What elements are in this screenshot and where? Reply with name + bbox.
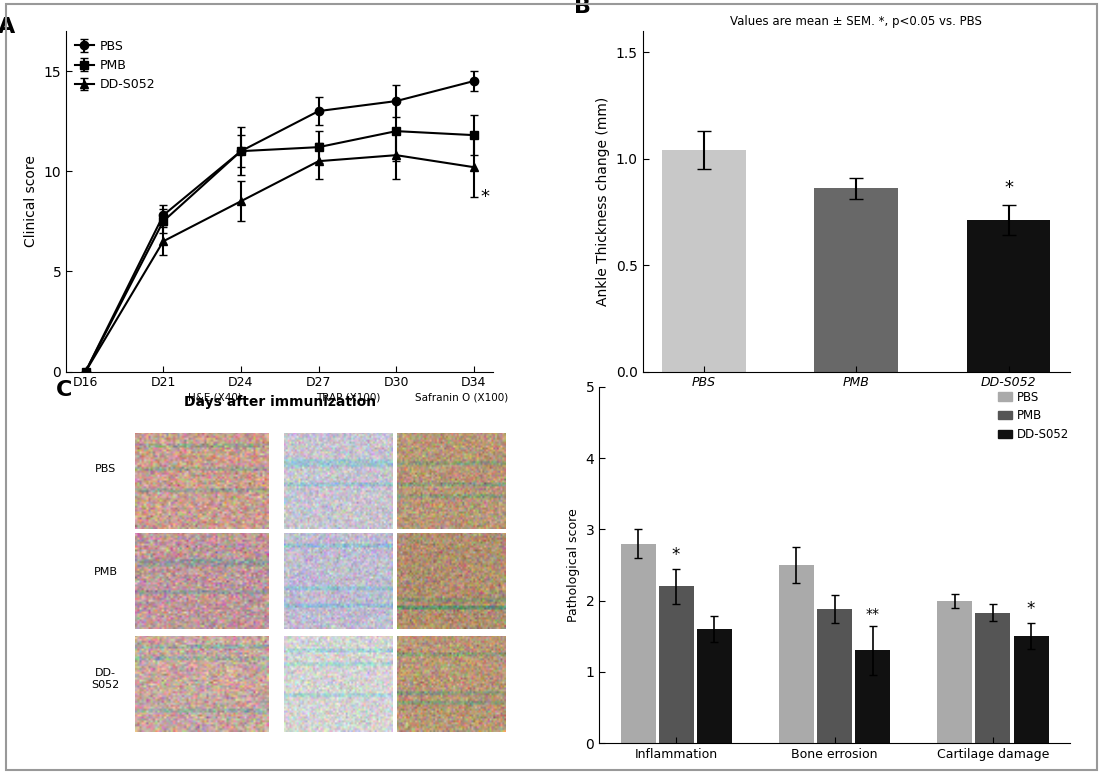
Bar (814, 189, 898, 372)
Y-axis label: Clinical score: Clinical score (24, 156, 39, 247)
Y-axis label: Ankle Thickness change (mm): Ankle Thickness change (mm) (597, 97, 610, 306)
Bar (621, 543, 655, 743)
Text: PMB: PMB (94, 567, 118, 577)
Bar (966, 221, 1050, 372)
X-axis label: Days after immunization: Days after immunization (184, 395, 376, 409)
Text: *: * (1027, 601, 1036, 618)
Text: H&E (X40): H&E (X40) (188, 392, 242, 402)
Legend: PBS, PMB, DD-S052: PBS, PMB, DD-S052 (73, 37, 158, 94)
Bar (817, 609, 852, 743)
Text: C: C (56, 380, 73, 400)
Bar (855, 650, 890, 743)
Bar (1014, 636, 1049, 743)
Bar (662, 150, 746, 372)
Text: *: * (1004, 179, 1014, 197)
Text: DD-
S052: DD- S052 (92, 668, 120, 690)
Bar (697, 629, 731, 743)
Text: Safranin O (X100): Safranin O (X100) (415, 392, 508, 402)
Legend: PBS, PMB, DD-S052: PBS, PMB, DD-S052 (993, 385, 1073, 446)
Bar (938, 601, 973, 743)
Text: *: * (672, 546, 681, 563)
Text: TRAP (X100): TRAP (X100) (315, 392, 381, 402)
Title: Values are mean ± SEM. *, p<0.05 vs. PBS: Values are mean ± SEM. *, p<0.05 vs. PBS (730, 15, 983, 29)
Text: *: * (480, 188, 489, 206)
X-axis label: Days after immunization: Days after immunization (760, 395, 952, 409)
Text: A: A (0, 17, 15, 37)
Text: B: B (575, 0, 591, 17)
Bar (658, 587, 694, 743)
Text: **: ** (866, 607, 879, 621)
Bar (779, 565, 814, 743)
Text: PBS: PBS (95, 464, 116, 474)
Y-axis label: Pathological score: Pathological score (567, 509, 580, 622)
Bar (975, 613, 1010, 743)
